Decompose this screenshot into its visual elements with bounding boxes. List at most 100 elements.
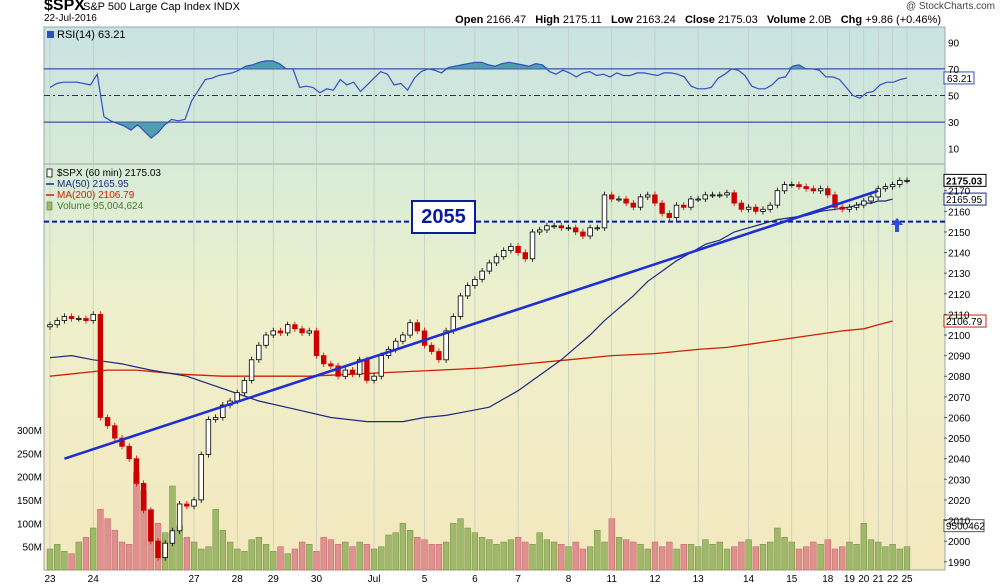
x-tick-label: 25 bbox=[901, 574, 913, 584]
volume-bar bbox=[370, 548, 378, 571]
candle-body bbox=[702, 194, 708, 200]
candle-body bbox=[443, 330, 449, 361]
candle-body bbox=[356, 359, 363, 375]
price-tick-label: 2000 bbox=[948, 537, 971, 548]
price-tick-label: 2060 bbox=[948, 413, 971, 424]
volume-bar bbox=[248, 539, 255, 571]
volume-bar bbox=[579, 548, 587, 571]
price-tick-label: 2010 bbox=[948, 517, 971, 528]
price-last-box bbox=[943, 173, 987, 187]
candle-body bbox=[767, 204, 773, 210]
candle-body bbox=[587, 227, 593, 237]
volume-bar bbox=[687, 544, 695, 571]
candle-body bbox=[508, 245, 514, 251]
volume-bar bbox=[313, 551, 320, 571]
candle-body bbox=[573, 227, 579, 233]
candle-body bbox=[731, 192, 737, 204]
volume-bar bbox=[255, 537, 263, 571]
volume-bar bbox=[565, 546, 572, 571]
candle-body bbox=[212, 417, 219, 420]
volume-bar bbox=[839, 546, 846, 571]
price-tick-label: 1990 bbox=[948, 558, 971, 569]
volume-bar bbox=[190, 541, 198, 571]
candle-body bbox=[529, 231, 536, 260]
legend-entry: MA(200) 2106.79 bbox=[57, 190, 135, 201]
candle-body bbox=[112, 425, 118, 439]
high-value: 2175.11 bbox=[562, 14, 602, 26]
candle-body bbox=[760, 208, 766, 212]
candle-body bbox=[832, 194, 838, 208]
candle-body bbox=[558, 225, 564, 229]
candle-body bbox=[630, 202, 636, 208]
volume-bar bbox=[817, 544, 824, 571]
x-tick-label: 13 bbox=[693, 574, 705, 584]
candle-body bbox=[155, 540, 161, 558]
candle-body bbox=[119, 437, 125, 447]
volume-bar bbox=[759, 544, 767, 571]
candle-body bbox=[515, 245, 521, 253]
volume-bar bbox=[666, 541, 673, 571]
price-tick-label: 2040 bbox=[948, 455, 971, 466]
volume-tick-label: 200M bbox=[17, 473, 42, 484]
candle-body bbox=[270, 330, 276, 336]
candle-body bbox=[61, 316, 68, 321]
candle-body bbox=[335, 365, 341, 377]
candle-body bbox=[457, 295, 464, 317]
trend-line bbox=[63, 189, 879, 460]
volume-bar bbox=[385, 534, 392, 571]
volume-bar bbox=[731, 546, 738, 571]
candle-body bbox=[364, 359, 370, 381]
volume-bar bbox=[234, 548, 241, 571]
volume-bar bbox=[529, 544, 536, 571]
price-tick-label: 2070 bbox=[948, 393, 971, 404]
volume-bar bbox=[442, 541, 450, 571]
price-last-box bbox=[943, 192, 987, 206]
candle-body bbox=[342, 369, 348, 377]
candle-body bbox=[609, 194, 615, 200]
candle-body bbox=[616, 198, 622, 201]
candle-body bbox=[97, 313, 104, 418]
volume-tick-label: 100M bbox=[17, 519, 42, 530]
candle-body bbox=[551, 225, 557, 228]
volume-bar bbox=[54, 544, 61, 571]
volume-bar bbox=[680, 544, 687, 571]
candle-body bbox=[695, 198, 701, 201]
candle-body bbox=[234, 392, 240, 402]
volume-bar bbox=[795, 548, 803, 571]
x-tick-label: 29 bbox=[268, 574, 280, 584]
volume-bar bbox=[392, 532, 399, 571]
volume-bar bbox=[414, 537, 421, 571]
rsi-last-label: 63.21 bbox=[947, 74, 972, 85]
candle-body bbox=[400, 334, 406, 342]
volume-bar bbox=[284, 553, 291, 571]
candle-body bbox=[176, 503, 183, 532]
volume-tick-label: 50M bbox=[23, 543, 42, 554]
candle-body bbox=[681, 204, 687, 208]
credit-link[interactable]: @ StockCharts.com bbox=[905, 1, 995, 12]
legend-entry: Volume 95,004,624 bbox=[57, 201, 144, 212]
volume-bar bbox=[867, 539, 875, 571]
candle-body bbox=[371, 375, 377, 381]
candle-body bbox=[717, 194, 723, 197]
volume-bar bbox=[586, 546, 594, 571]
candle-body bbox=[90, 313, 96, 321]
candle-body bbox=[104, 417, 111, 427]
volume-bar bbox=[637, 544, 644, 571]
x-tick-label: 30 bbox=[311, 574, 323, 584]
volume-bar bbox=[536, 532, 543, 571]
candle-body bbox=[241, 379, 248, 394]
volume-bar bbox=[788, 541, 795, 571]
rsi-overbought-fill bbox=[50, 60, 907, 69]
candle-body bbox=[414, 322, 420, 332]
volume-bar bbox=[558, 544, 565, 571]
volume-bar bbox=[896, 548, 903, 571]
volume-bar bbox=[709, 544, 716, 571]
price-tick-label: 2150 bbox=[948, 228, 971, 239]
candle-body bbox=[378, 355, 384, 377]
candle-body bbox=[522, 252, 528, 260]
volume-bar bbox=[745, 539, 752, 571]
volume-bar bbox=[781, 537, 788, 571]
candle-body bbox=[169, 530, 176, 544]
candle-body bbox=[464, 285, 471, 297]
candle-body bbox=[83, 318, 89, 321]
